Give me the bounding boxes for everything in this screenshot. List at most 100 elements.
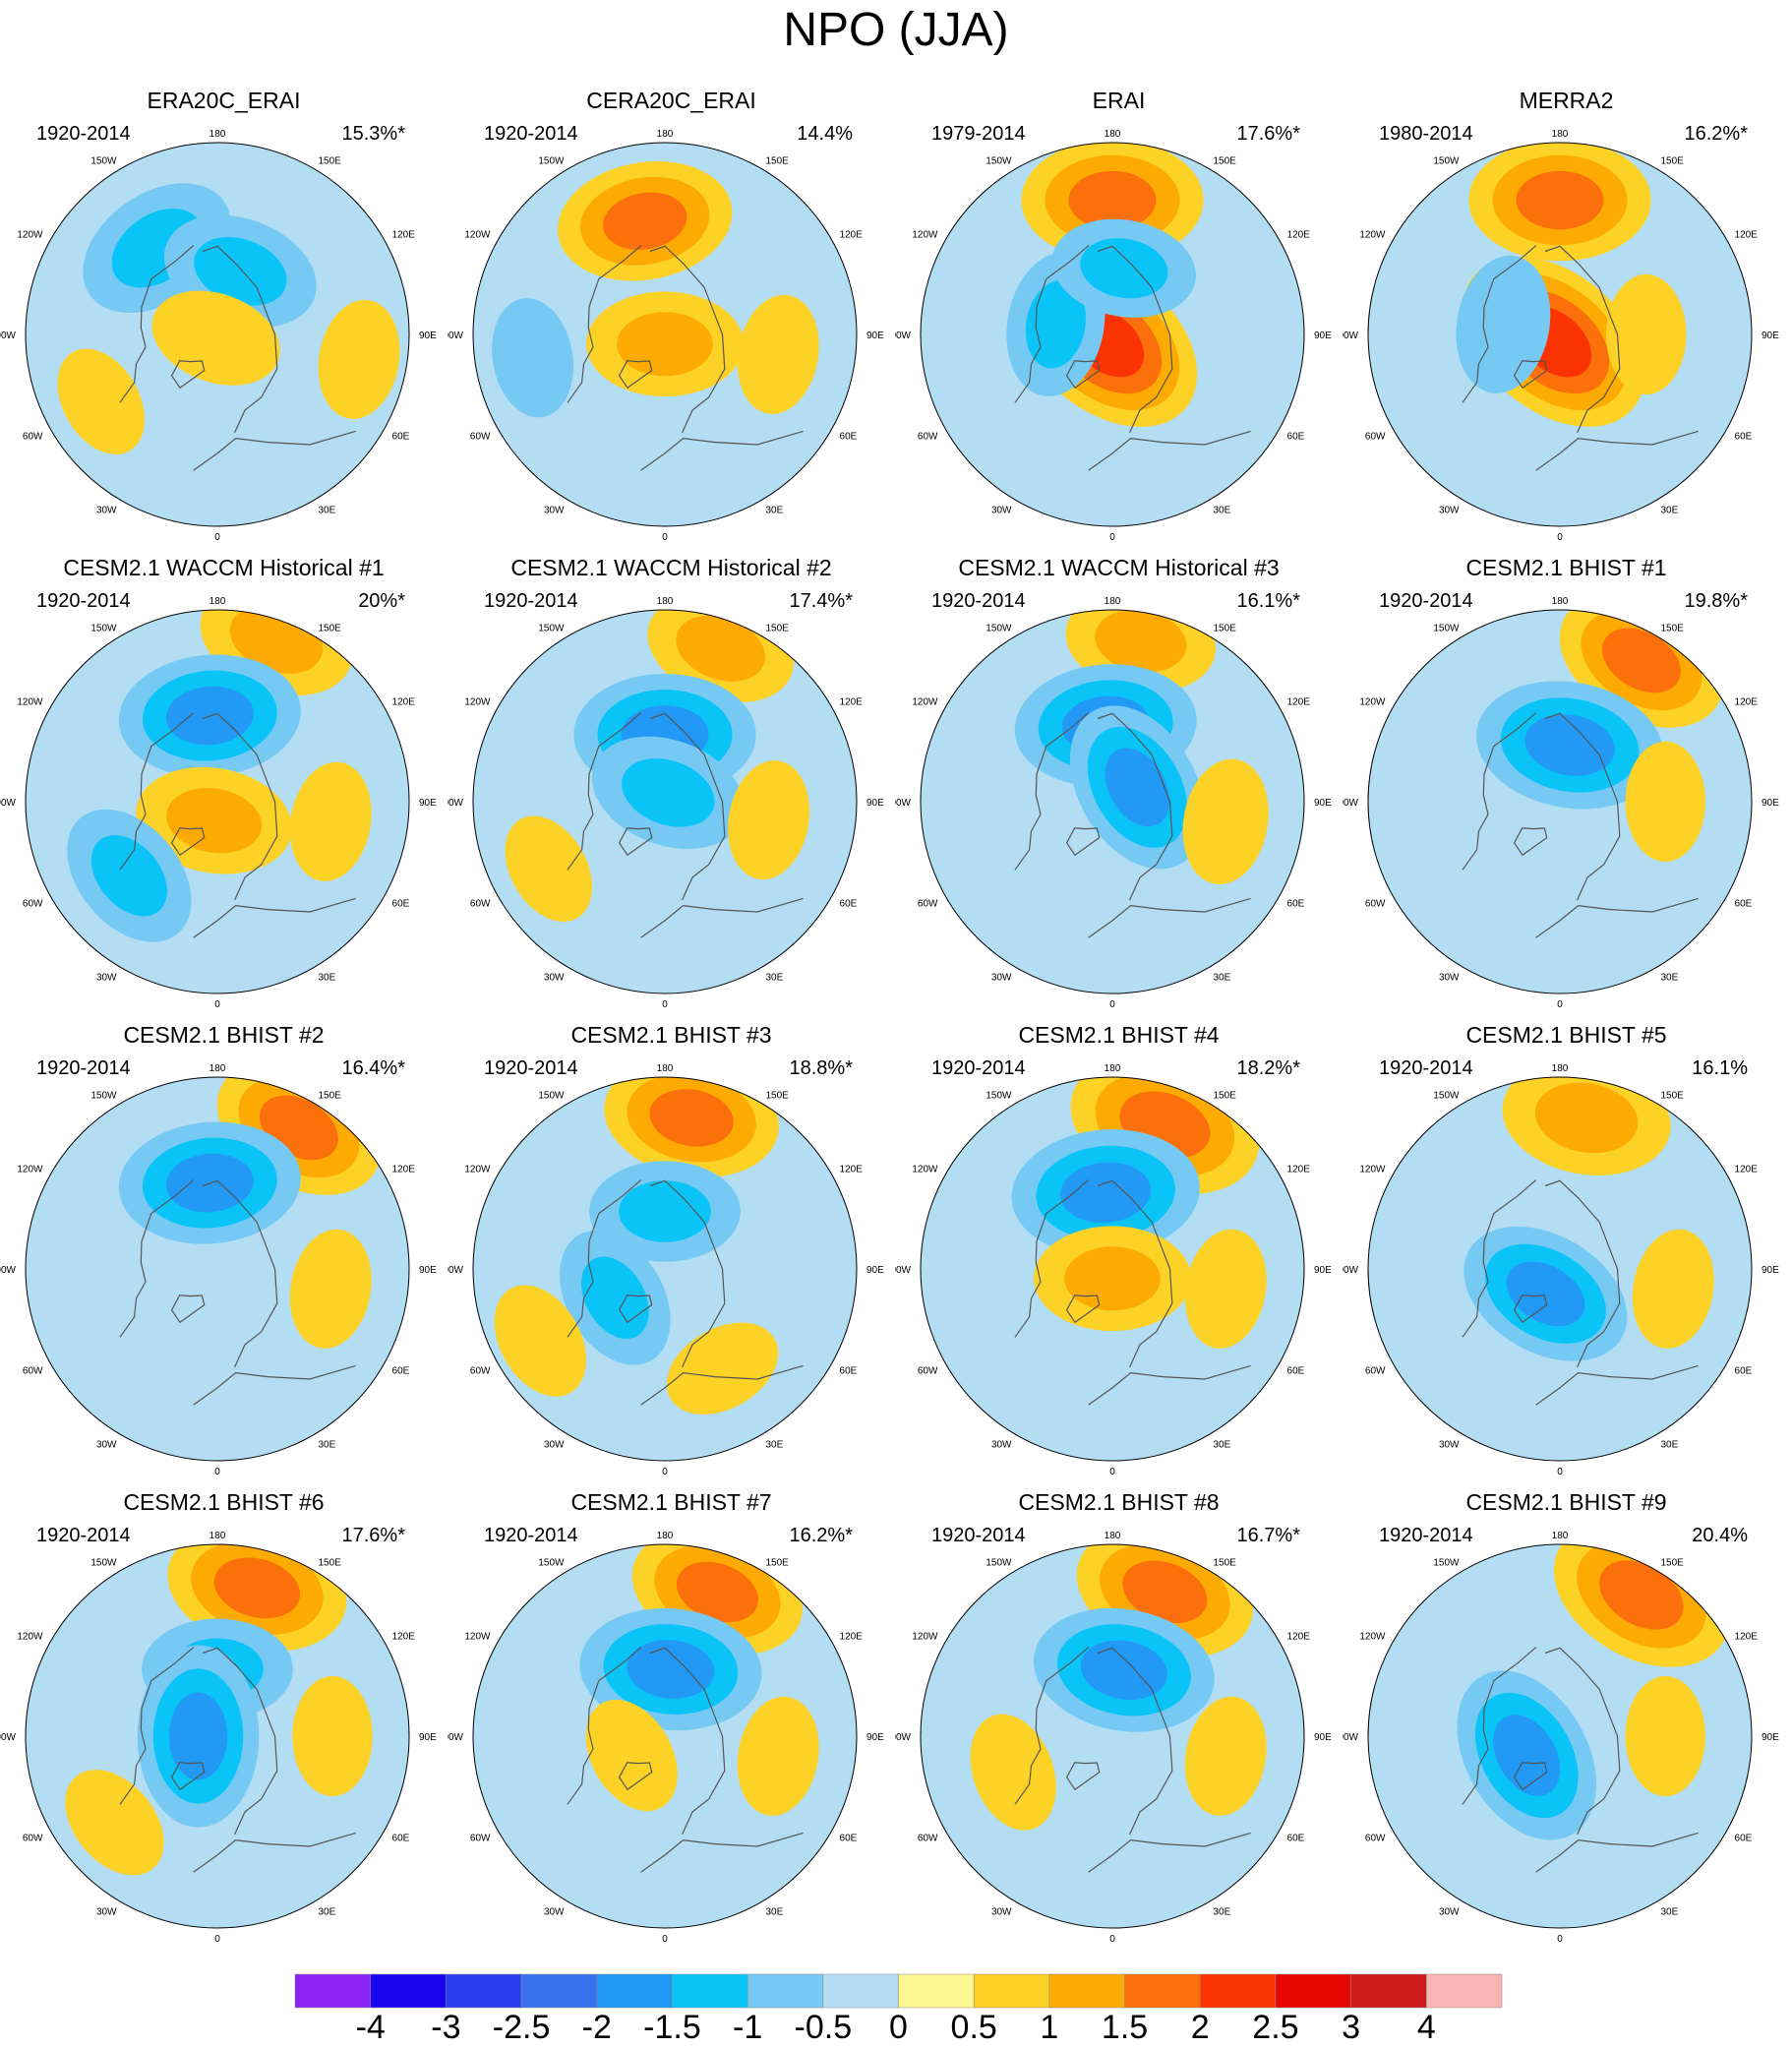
- longitude-label: 150E: [319, 1090, 342, 1101]
- longitude-label: 30E: [766, 973, 784, 984]
- colorbar-box: [973, 1973, 1050, 2009]
- map-panel-cesm2-1-bhist-9: 180 150W 120W 90W 60W 30W 0 30E 60E 90E 120E 150E CE…: [1343, 1488, 1790, 1957]
- map-boundary: [920, 1543, 1305, 1929]
- coastlines: [119, 245, 356, 471]
- panel-title: ERA20C_ERAI: [147, 88, 301, 113]
- coastlines: [1462, 1647, 1699, 1873]
- map-panel-cesm2-1-bhist-6: 180 150W 120W 90W 60W 30W 0 30E 60E 90E 120E 150E CE…: [0, 1488, 448, 1957]
- panel-variance: 16.7%*: [1236, 1525, 1301, 1546]
- longitude-label: 0: [662, 532, 668, 543]
- longitude-label: 150W: [538, 1557, 565, 1568]
- longitude-label: 120E: [392, 230, 416, 241]
- anomaly-feature-2: [1069, 705, 1205, 870]
- longitude-label: 120W: [464, 230, 491, 241]
- anomaly-feature-2: [1033, 1226, 1192, 1332]
- longitude-label: 60W: [918, 1834, 938, 1844]
- longitude-label: 180: [209, 596, 226, 607]
- panel-variance: 16.1%: [1692, 1057, 1748, 1079]
- longitude-label: 150E: [1214, 155, 1237, 166]
- longitude-label: 180: [209, 1531, 226, 1541]
- contour-level: [1064, 1246, 1161, 1311]
- longitude-label: 150E: [766, 1557, 790, 1568]
- longitude-label: 90E: [866, 1732, 884, 1743]
- panel-variance: 18.8%*: [789, 1057, 854, 1079]
- coastlines: [119, 1179, 356, 1406]
- contour-level: [649, 1089, 734, 1147]
- longitude-label: 60W: [23, 432, 43, 443]
- longitude-label: 60W: [23, 1834, 43, 1844]
- longitude-label: 30W: [991, 1440, 1012, 1451]
- longitude-label: 150W: [1433, 1090, 1460, 1101]
- colorbar-tick-label: 4: [1417, 2009, 1436, 2046]
- contour-level: [737, 294, 819, 414]
- longitude-label: 120E: [840, 697, 864, 708]
- longitude-label: 120W: [912, 1165, 938, 1175]
- polar-map: 180 150W 120W 90W 60W 30W 0 30E 60E 90E 120E 150E: [0, 1531, 437, 1945]
- panel-title: CESM2.1 BHIST #3: [570, 1022, 772, 1048]
- anomaly-feature-2: [289, 1229, 372, 1349]
- longitude-label: 90E: [866, 331, 884, 341]
- longitude-label: 30W: [991, 973, 1012, 984]
- longitude-label: 180: [209, 129, 226, 140]
- longitude-label: 0: [214, 532, 220, 543]
- longitude-label: 90W: [1343, 798, 1359, 809]
- longitude-label: 90E: [1314, 1265, 1332, 1276]
- longitude-label: 150E: [1661, 155, 1685, 166]
- colorbar-box: [898, 1973, 975, 2009]
- contour-level: [1625, 741, 1705, 863]
- longitude-label: 120W: [1359, 697, 1386, 708]
- contour-level: [1184, 1229, 1267, 1349]
- longitude-label: 90W: [0, 331, 17, 341]
- longitude-label: 30E: [1214, 973, 1231, 984]
- longitude-label: 30E: [766, 1440, 784, 1451]
- panel-title: CERA20C_ERAI: [586, 88, 756, 113]
- longitude-label: 150E: [1661, 1557, 1685, 1568]
- longitude-label: 30E: [1214, 1440, 1231, 1451]
- longitude-label: 30W: [96, 506, 117, 516]
- anomaly-feature-3: [1184, 1229, 1267, 1349]
- longitude-label: 30E: [766, 506, 784, 516]
- colorbar-box: [370, 1973, 447, 2009]
- anomaly-feature-1: [1463, 1226, 1628, 1361]
- longitude-label: 150W: [1433, 155, 1460, 166]
- anomaly-feature-4: [289, 761, 372, 881]
- colorbar-tick-label: -0.5: [795, 2009, 853, 2046]
- panel-period: 1920-2014: [931, 590, 1026, 612]
- panel-title: CESM2.1 BHIST #1: [1465, 555, 1667, 580]
- colorbar-tick-label: 2: [1191, 2009, 1210, 2046]
- contour-level: [1080, 1640, 1167, 1700]
- colorbar-box: [446, 1973, 522, 2009]
- longitude-label: 150W: [90, 623, 117, 633]
- anomaly-feature-3: [318, 299, 400, 419]
- map-boundary: [1367, 609, 1753, 994]
- longitude-label: 30W: [1439, 1440, 1460, 1451]
- longitude-label: 180: [1552, 1531, 1569, 1541]
- panel-variance: 14.4%: [797, 123, 853, 145]
- longitude-label: 30E: [1661, 506, 1679, 516]
- polar-map: 180 150W 120W 90W 60W 30W 0 30E 60E 90E 120E 150E: [448, 1063, 884, 1477]
- longitude-label: 60E: [1735, 432, 1753, 443]
- longitude-label: 30W: [544, 973, 565, 984]
- longitude-label: 180: [1105, 596, 1121, 607]
- longitude-label: 150W: [90, 155, 117, 166]
- map-panel-cesm2-1-bhist-7: 180 150W 120W 90W 60W 30W 0 30E 60E 90E 120E 150E CE…: [448, 1488, 895, 1957]
- longitude-label: 90E: [866, 798, 884, 809]
- panel-variance: 20.4%: [1692, 1525, 1748, 1546]
- anomaly-feature-0: [1468, 143, 1651, 262]
- contour-level: [1182, 758, 1269, 885]
- longitude-label: 90W: [448, 331, 464, 341]
- colorbar-tick-label: -3: [431, 2009, 460, 2046]
- longitude-label: 120W: [1359, 1165, 1386, 1175]
- coastlines: [1014, 712, 1251, 938]
- longitude-label: 120W: [912, 697, 938, 708]
- polar-map: 180 150W 120W 90W 60W 30W 0 30E 60E 90E 120E 150E: [448, 1531, 884, 1945]
- anomaly-feature-2: [970, 1714, 1056, 1831]
- longitude-label: 60E: [840, 1834, 858, 1844]
- panel-period: 1920-2014: [1379, 1057, 1473, 1079]
- longitude-label: 60E: [840, 899, 858, 910]
- contour-level: [1632, 1229, 1714, 1349]
- longitude-label: 90W: [448, 1732, 464, 1743]
- contour-level: [737, 1696, 819, 1816]
- contour-level: [1625, 1675, 1705, 1797]
